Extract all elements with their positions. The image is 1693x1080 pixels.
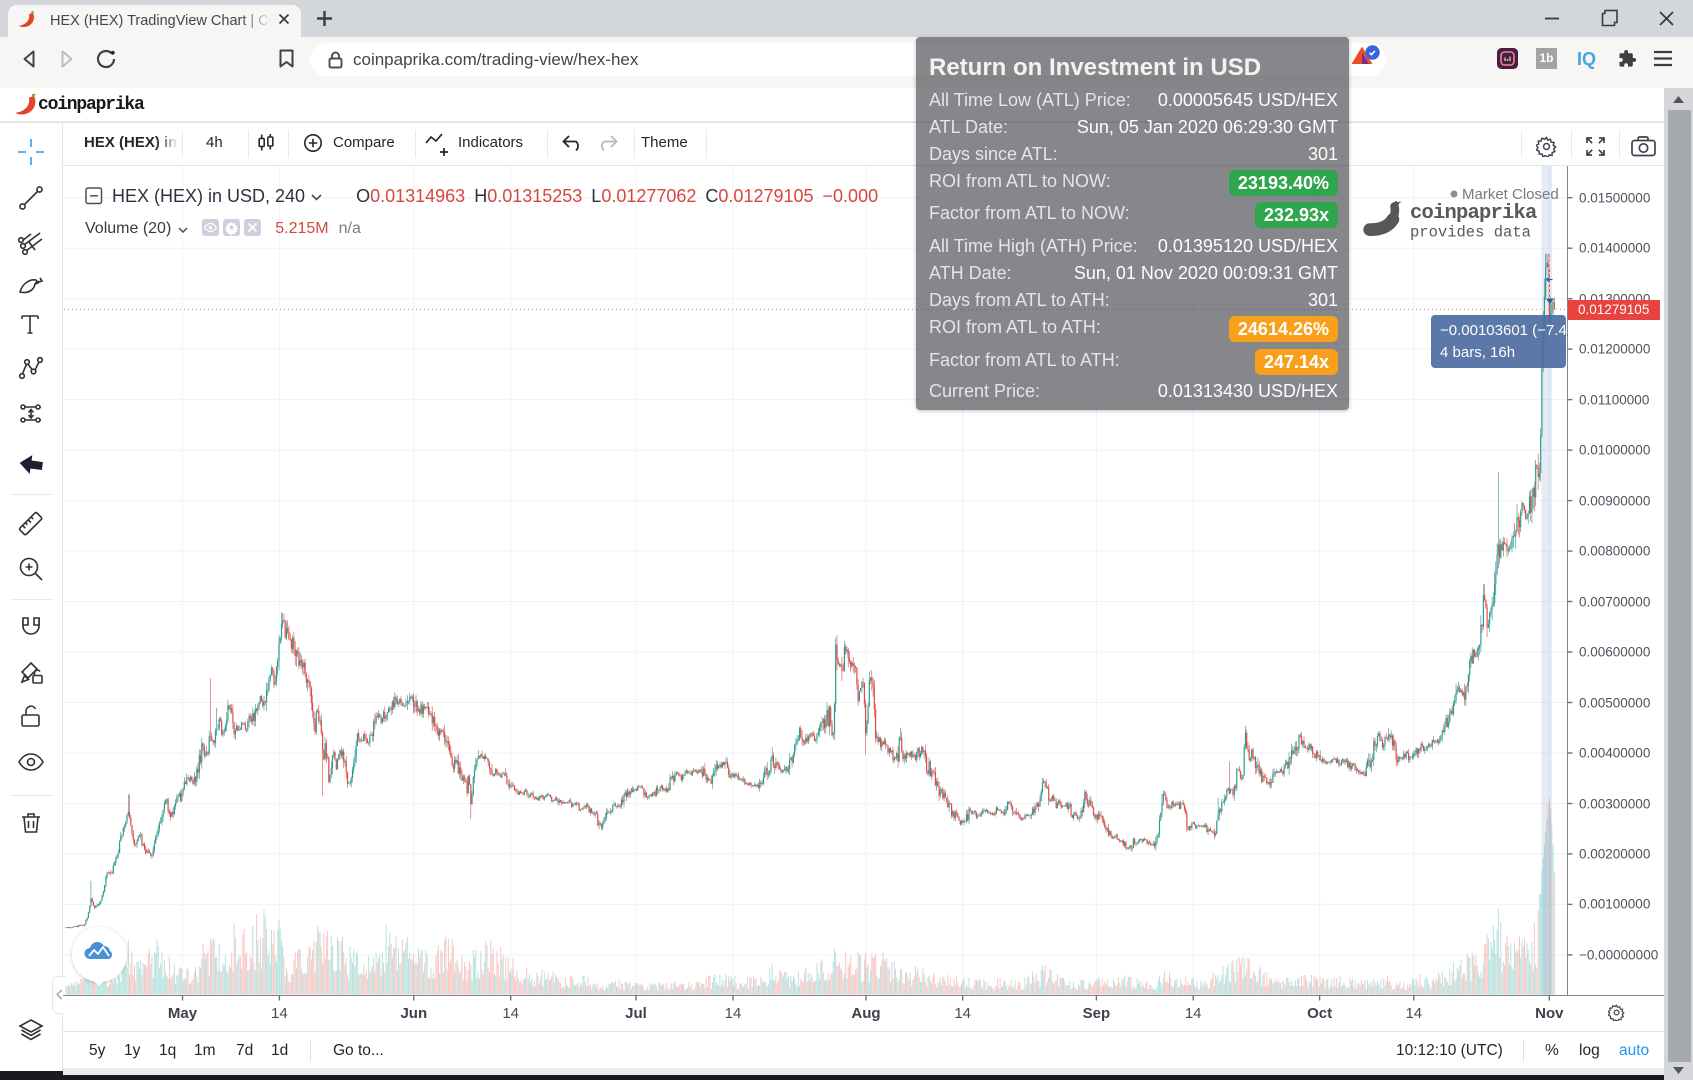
svg-text:Market Closed: Market Closed <box>1462 186 1559 203</box>
svg-text:provides data: provides data <box>1410 224 1531 242</box>
svg-text:coinpaprika: coinpaprika <box>1410 202 1537 225</box>
